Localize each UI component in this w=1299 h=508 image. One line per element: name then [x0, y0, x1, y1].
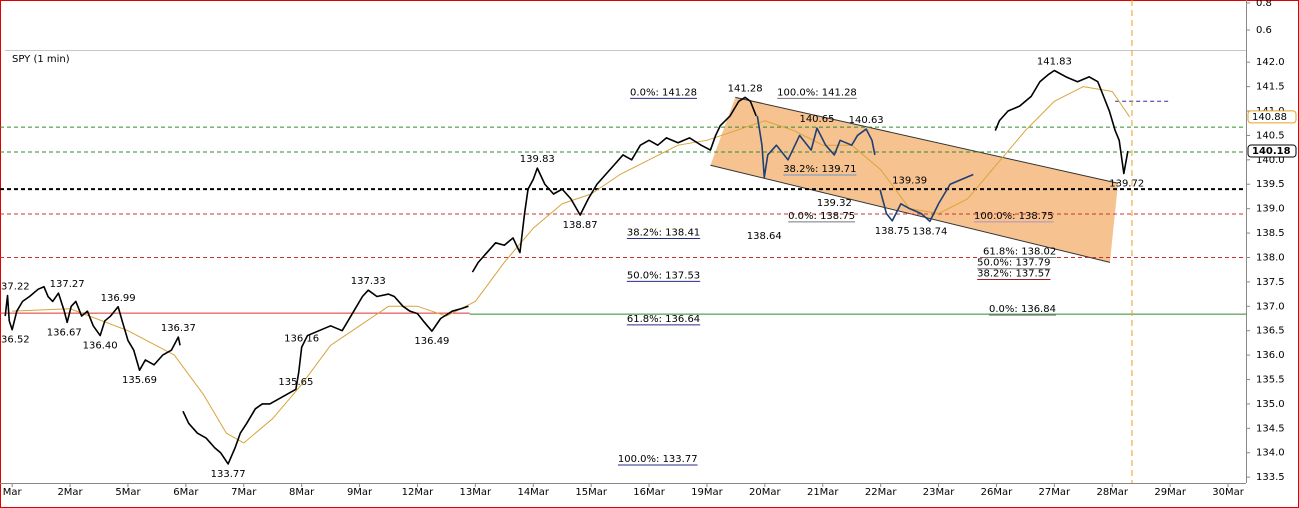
- x-tick-label: 2Mar: [57, 487, 83, 498]
- pivot-label: 136.40: [83, 341, 118, 352]
- chart-title: SPY (1 min): [12, 54, 70, 65]
- pivot-label: 136.99: [101, 293, 136, 304]
- x-tick-label: 16Mar: [633, 487, 665, 498]
- price-tag-box: [1247, 144, 1297, 158]
- pivot-label: 138.75: [875, 226, 910, 237]
- pivot-label: 138.74: [912, 226, 947, 237]
- fib-label: 100.0%: 138.75: [974, 211, 1054, 222]
- y-tick-label: 134.0: [1256, 448, 1285, 459]
- pivot-label: 139.32: [817, 198, 852, 209]
- fib-label: 100.0%: 141.28: [777, 87, 857, 98]
- channel-edge: [735, 96, 1119, 184]
- pivot-label: 135.69: [122, 375, 157, 386]
- x-tick-label: 14Mar: [517, 487, 549, 498]
- pivot-label: 141.28: [728, 83, 763, 94]
- y-tick-label: 138.0: [1256, 252, 1285, 263]
- x-tick-label: Mar: [3, 487, 23, 498]
- x-tick-label: 5Mar: [115, 487, 141, 498]
- x-tick-label: 9Mar: [347, 487, 373, 498]
- x-tick-label: 29Mar: [1154, 487, 1186, 498]
- pivot-label: 139.39: [892, 176, 927, 187]
- pivot-label: 139.83: [520, 154, 555, 165]
- y-tick-label: 140.0: [1256, 155, 1285, 166]
- x-tick-label: 7Mar: [231, 487, 257, 498]
- x-tick-label: 12Mar: [402, 487, 434, 498]
- y-tick-label: 134.5: [1256, 423, 1285, 434]
- pivot-label: 141.83: [1037, 57, 1072, 68]
- y-tick-label: 137.5: [1256, 277, 1285, 288]
- pivot-label: 136.67: [47, 327, 82, 338]
- pivot-label: 140.63: [849, 115, 884, 126]
- y-tick-label: 139.0: [1256, 204, 1285, 215]
- pivot-label: 138.64: [747, 231, 782, 242]
- pivot-label: 136.37: [161, 323, 196, 334]
- x-tick-label: 13Mar: [460, 487, 492, 498]
- y-tick-label: 141.5: [1256, 82, 1285, 93]
- x-tick-label: 8Mar: [289, 487, 315, 498]
- price-line: [12, 86, 1131, 444]
- x-tick-label: 28Mar: [1096, 487, 1128, 498]
- y-tick-label: 135.0: [1256, 399, 1285, 410]
- y-tick-label: 136.0: [1256, 350, 1285, 361]
- pivot-label: 140.65: [799, 114, 834, 125]
- label-layer: 133.5 134.0 134.5 135.0 135.5 136.0 136.5 137.0…: [0, 0, 1297, 498]
- x-tick-label: 30Mar: [1212, 487, 1244, 498]
- fib-label: 50.0%: 137.79: [977, 258, 1050, 269]
- price-tag: 140.88: [1252, 112, 1287, 123]
- fib-label: 61.8%: 136.64: [627, 314, 700, 325]
- fib-label: 38.2%: 139.71: [783, 164, 856, 175]
- price-tag-box: [1247, 110, 1297, 124]
- x-tick-label: 22Mar: [865, 487, 897, 498]
- pivot-label: 139.72: [1109, 179, 1144, 190]
- fib-label: 50.0%: 137.53: [627, 270, 700, 281]
- pivot-label: 133.77: [211, 469, 246, 480]
- x-tick-label: 23Mar: [923, 487, 955, 498]
- fib-label: 38.2%: 137.57: [977, 268, 1050, 279]
- series-layer: [4, 69, 1131, 465]
- price-line: [4, 69, 1129, 465]
- pivot-label: 137.27: [50, 279, 85, 290]
- y-tick-label: 135.5: [1256, 375, 1285, 386]
- y-tick-label: 137.0: [1256, 301, 1285, 312]
- fib-label: 0.0%: 136.84: [989, 304, 1056, 315]
- fib-label: 38.2%: 138.41: [627, 227, 700, 238]
- fib-label: 0.0%: 138.75: [788, 211, 855, 222]
- x-tick-label: 6Mar: [173, 487, 199, 498]
- pivot-label: 136.16: [284, 333, 319, 344]
- fib-label: 0.0%: 141.28: [630, 87, 697, 98]
- upper-tick-label: 0.8: [1256, 0, 1272, 9]
- y-tick-label: 140.5: [1256, 130, 1285, 141]
- pivot-label: 137.33: [351, 276, 386, 287]
- y-tick-label: 142.0: [1256, 57, 1285, 68]
- y-tick-label: 133.5: [1256, 472, 1285, 483]
- price-line: [756, 115, 974, 223]
- price-tag: 140.18: [1252, 146, 1291, 157]
- pivot-label: 136.52: [0, 335, 30, 346]
- pivot-label: 137.22: [0, 282, 30, 293]
- upper-tick-label: 0.6: [1256, 25, 1272, 36]
- channel: [710, 97, 1119, 263]
- y-tick-label: 136.5: [1256, 326, 1285, 337]
- x-tick-label: 27Mar: [1039, 487, 1071, 498]
- pivot-label: 135.65: [278, 377, 313, 388]
- y-tick-label: 139.5: [1256, 179, 1285, 190]
- x-tick-label: 20Mar: [749, 487, 781, 498]
- x-tick-label: 21Mar: [807, 487, 839, 498]
- pivot-label: 136.49: [414, 336, 449, 347]
- fib-label: 61.8%: 138.02: [983, 246, 1056, 257]
- x-tick-label: 26Mar: [981, 487, 1013, 498]
- x-tick-label: 19Mar: [691, 487, 723, 498]
- pivot-label: 138.87: [563, 220, 598, 231]
- x-tick-label: 15Mar: [575, 487, 607, 498]
- y-tick-label: 138.5: [1256, 228, 1285, 239]
- fib-label: 100.0%: 133.77: [618, 454, 698, 465]
